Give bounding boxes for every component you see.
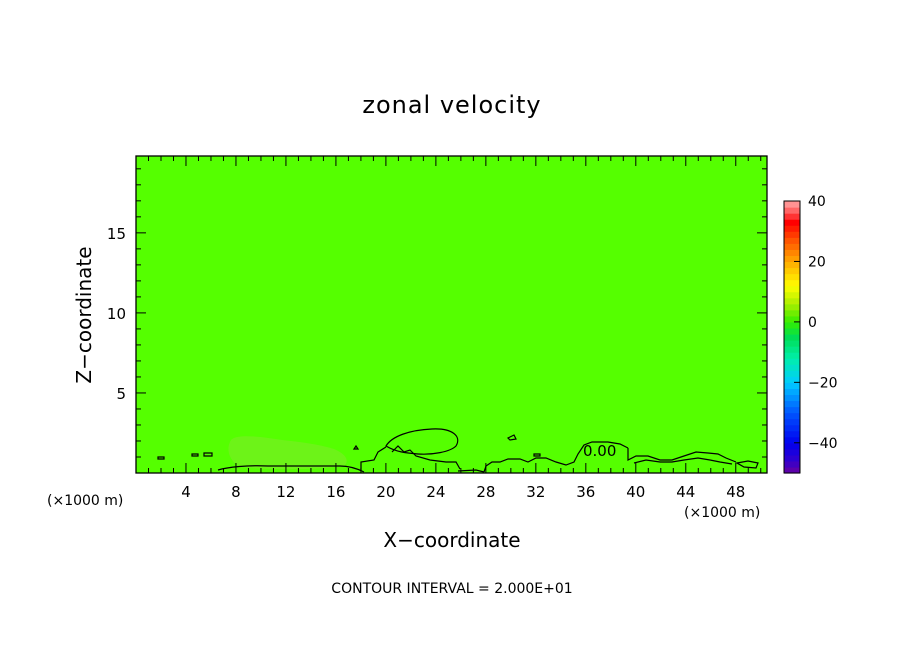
colorbar-band	[784, 201, 800, 208]
x-tick-label: 4	[181, 483, 191, 501]
colorbar-band	[784, 219, 800, 226]
contour-lines: 0.00	[157, 428, 759, 473]
colorbar-band	[784, 327, 800, 335]
colorbar-border	[783, 200, 801, 474]
colorbar-band	[784, 382, 800, 389]
colorbar-tick-label: 20	[808, 254, 826, 270]
contour-label: 0.00	[583, 442, 616, 460]
colorbar-band	[784, 213, 800, 220]
colorbar-band	[784, 243, 800, 250]
colorbar-band	[784, 430, 800, 438]
contour-line	[627, 448, 737, 463]
colorbar-tick-label: −20	[808, 375, 838, 391]
colorbar-band	[784, 460, 800, 468]
x-axis-unit-left: (×1000 m)	[47, 493, 123, 509]
colorbar-band	[784, 358, 800, 365]
colorbar-band	[784, 454, 800, 462]
x-tick-label: 16	[326, 483, 345, 501]
y-axis-label: Z−coordinate	[72, 246, 96, 383]
chart-title: zonal velocity	[362, 91, 541, 119]
colorbar-band	[784, 267, 800, 275]
colorbar-band	[784, 261, 800, 269]
colorbar-band	[784, 207, 800, 214]
colorbar-band	[784, 291, 800, 299]
x-tick-label: 44	[676, 483, 695, 501]
colorbar-tick-label: 40	[808, 194, 826, 210]
colorbar-band	[784, 321, 800, 329]
colorbar-band	[784, 333, 800, 341]
x-axis-label: X−coordinate	[383, 528, 520, 552]
colorbar-band	[784, 231, 800, 238]
colorbar-band	[784, 448, 800, 456]
y-axis: 5 10 15	[107, 168, 767, 458]
y-tick-label: 10	[107, 305, 126, 323]
contour-interval-note: CONTOUR INTERVAL = 2.000E+01	[331, 581, 572, 597]
colorbar-band	[784, 388, 800, 396]
plot-border	[135, 155, 768, 474]
y-tick-label: 15	[107, 225, 126, 243]
x-axis-unit-right: (×1000 m)	[684, 505, 760, 521]
colorbar-band	[784, 297, 800, 305]
colorbar-band	[784, 424, 800, 432]
colorbar-band	[784, 436, 800, 444]
contour-line	[633, 457, 733, 465]
contour-line	[191, 453, 199, 457]
contour-line	[352, 444, 360, 450]
contour-line	[457, 469, 485, 473]
x-tick-label: 12	[276, 483, 295, 501]
colorbar-band	[784, 225, 800, 232]
colorbar-band	[784, 412, 800, 420]
y-tick-label: 5	[116, 385, 126, 403]
colorbar-band	[784, 466, 800, 474]
colorbar-band	[784, 309, 800, 317]
colorbar-band	[784, 285, 800, 293]
colorbar-band	[784, 400, 800, 408]
contour-line	[360, 446, 387, 471]
contour-line	[385, 428, 459, 455]
colorbar	[783, 200, 801, 474]
x-tick-label: 48	[726, 483, 745, 501]
weak-velocity-region	[228, 436, 347, 470]
x-tick-label: 20	[376, 483, 395, 501]
colorbar-band	[784, 315, 800, 323]
colorbar-band	[784, 273, 800, 281]
plot-area	[136, 156, 767, 473]
colorbar-band	[784, 255, 800, 263]
contour-line	[157, 456, 165, 460]
colorbar-band	[784, 406, 800, 414]
x-axis: 4 8 12 16 20 24 28 32 36 40 44 48	[147, 156, 762, 501]
colorbar-tick-label: 0	[808, 315, 817, 331]
contour-line	[533, 453, 541, 457]
contour-line	[483, 441, 629, 473]
colorbar-tick-label: −40	[808, 436, 838, 452]
contour-line	[735, 460, 759, 469]
colorbar-band	[784, 249, 800, 256]
colorbar-band	[784, 376, 800, 383]
colorbar-ticks: 40 20 0 −20 −40	[794, 194, 838, 452]
colorbar-band	[784, 279, 800, 287]
colorbar-band	[784, 340, 800, 347]
velocity-field	[136, 156, 767, 473]
colorbar-band	[784, 442, 800, 450]
colorbar-band	[784, 303, 800, 311]
contour-line	[217, 465, 365, 473]
x-tick-label: 36	[576, 483, 595, 501]
x-tick-label: 32	[526, 483, 545, 501]
colorbar-band	[784, 418, 800, 426]
colorbar-band	[784, 237, 800, 244]
contour-line	[391, 445, 461, 470]
contour-line	[506, 434, 517, 441]
plot-frame	[135, 155, 768, 474]
x-tick-label: 28	[476, 483, 495, 501]
contour-line	[203, 452, 213, 457]
x-tick-label: 8	[231, 483, 241, 501]
x-tick-label: 24	[426, 483, 445, 501]
colorbar-band	[784, 394, 800, 402]
colorbar-band	[784, 364, 800, 371]
x-tick-label: 40	[626, 483, 645, 501]
colorbar-band	[784, 346, 800, 353]
colorbar-band	[784, 352, 800, 359]
colorbar-band	[784, 370, 800, 377]
